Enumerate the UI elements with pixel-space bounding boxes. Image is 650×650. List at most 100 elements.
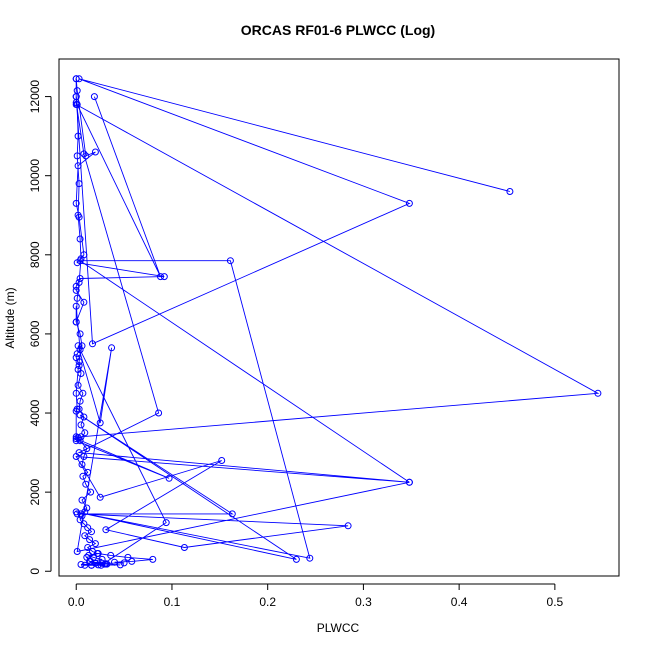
series-line [75, 78, 165, 439]
data-point [218, 457, 226, 464]
data-point [76, 235, 84, 243]
data-point [292, 555, 300, 563]
data-point [72, 453, 80, 460]
series-line [75, 96, 410, 566]
data-point [594, 389, 602, 397]
data-point [94, 550, 102, 557]
data-point [124, 553, 132, 561]
data-point [84, 544, 92, 551]
x-tick-label: 0.0 [68, 595, 85, 609]
data-point [73, 510, 81, 518]
data-point [157, 273, 164, 281]
x-axis-label: PLWCC [317, 621, 360, 635]
data-point [128, 557, 136, 565]
data-point [96, 419, 104, 427]
data-point [77, 561, 85, 568]
data-point [90, 93, 98, 101]
data-point [79, 389, 87, 397]
data-point [165, 474, 173, 482]
x-tick-label: 0.5 [547, 595, 564, 609]
axes-layer: 0.0 0.1 0.2 0.3 0.4 0.5 0 2000 4000 6000 8000 10000… [28, 80, 564, 609]
data-point [72, 302, 80, 310]
data-point [81, 429, 89, 437]
data-point [96, 493, 104, 501]
data-point [72, 199, 80, 207]
data-point [78, 496, 86, 504]
data-point [84, 524, 92, 532]
data-point [74, 381, 82, 389]
data-point [72, 435, 80, 443]
data-point [89, 340, 96, 348]
data-point [72, 318, 80, 326]
data-point [83, 445, 91, 453]
data-point [72, 407, 80, 415]
data-point [97, 561, 105, 569]
data-point [78, 342, 86, 350]
data-point [80, 298, 88, 306]
data-point [72, 99, 80, 106]
data-point [73, 294, 81, 302]
series-layer [72, 75, 602, 569]
data-point [160, 273, 168, 281]
data-point [86, 536, 94, 544]
data-point [77, 433, 85, 441]
x-tick-label: 0.4 [451, 595, 468, 609]
data-point [506, 188, 514, 195]
data-point [73, 548, 81, 555]
y-tick-label: 4000 [28, 399, 42, 426]
y-tick-label: 0 [28, 568, 42, 575]
data-point [72, 101, 80, 108]
y-axis-label: Altitude (m) [3, 287, 17, 348]
data-point [405, 199, 413, 207]
data-point [120, 559, 128, 567]
data-point [91, 148, 99, 156]
data-point [226, 257, 234, 265]
x-tick-label: 0.1 [164, 595, 181, 609]
data-point [86, 557, 94, 565]
chart-title: ORCAS RF01-6 PLWCC (Log) [241, 22, 435, 38]
data-point [228, 510, 236, 518]
data-point [306, 554, 314, 562]
data-point [72, 286, 80, 294]
plot-frame [58, 58, 620, 577]
data-point [149, 555, 157, 563]
data-point [116, 561, 124, 569]
data-point [344, 522, 352, 530]
data-point [80, 520, 88, 528]
data-point [83, 504, 91, 512]
data-point [405, 478, 413, 486]
y-tick-label: 2000 [28, 478, 42, 505]
data-point [76, 330, 84, 338]
data-point [88, 528, 95, 536]
data-point [77, 421, 85, 429]
y-tick-label: 6000 [28, 320, 42, 347]
data-point [80, 413, 88, 421]
data-point [72, 437, 80, 445]
data-point [102, 526, 110, 534]
data-point [75, 213, 83, 221]
y-tick-label: 12000 [28, 80, 42, 114]
data-point [162, 519, 170, 527]
data-point [77, 510, 85, 518]
data-point [81, 561, 89, 569]
data-point [107, 551, 115, 559]
data-point [74, 366, 82, 373]
data-point [91, 540, 99, 548]
data-point [76, 257, 84, 265]
data-point [79, 472, 87, 480]
data-point [180, 544, 188, 551]
x-tick-label: 0.3 [355, 595, 372, 609]
data-point [88, 561, 95, 569]
data-point [111, 558, 118, 566]
data-point [76, 411, 84, 419]
data-point [80, 150, 88, 158]
y-tick-label: 8000 [28, 241, 42, 268]
data-point [72, 389, 80, 397]
data-point [75, 75, 83, 83]
data-point [78, 461, 86, 468]
data-point [76, 275, 84, 282]
data-point [81, 532, 89, 540]
data-point [108, 344, 116, 352]
